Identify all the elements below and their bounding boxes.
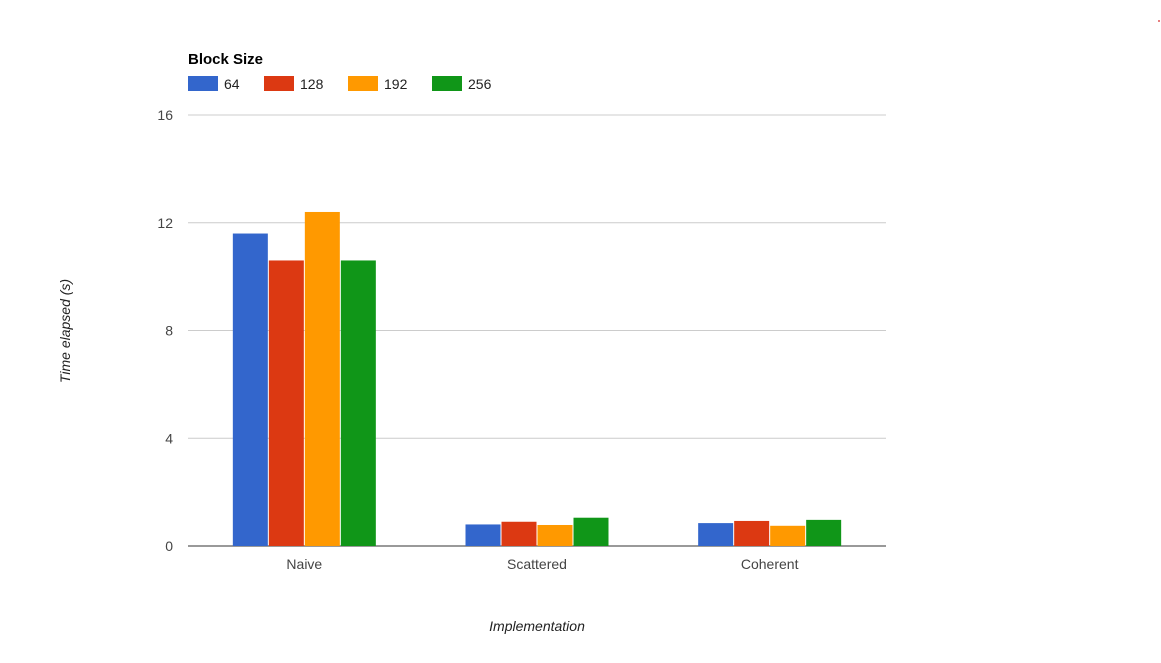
bars: [232, 211, 842, 546]
legend-items: 64 128 192 256: [188, 76, 492, 92]
x-tick-label: Coherent: [741, 556, 799, 572]
legend-label: 192: [384, 76, 408, 92]
legend-swatch: [432, 76, 462, 91]
bar-coherent-128: [734, 520, 770, 546]
x-tick-label: Naive: [286, 556, 322, 572]
bar-scattered-256: [573, 517, 609, 546]
gridlines: [188, 114, 886, 547]
y-tick-label: 16: [157, 107, 173, 123]
y-tick-label: 0: [165, 538, 173, 554]
y-tick-label: 12: [157, 215, 173, 231]
legend-label: 128: [300, 76, 324, 92]
bar-scattered-192: [537, 524, 573, 546]
legend-item-128[interactable]: 128: [264, 76, 324, 92]
tick-labels: 0 4 8 12 16 Naive Scattered Coherent: [157, 107, 798, 572]
legend-title: Block Size: [188, 51, 263, 68]
y-axis-title: Time elapsed (s): [57, 279, 73, 383]
bar-scattered-64: [465, 524, 501, 546]
x-tick-label: Scattered: [507, 556, 567, 572]
bar-naive-128: [268, 260, 304, 546]
legend-swatch: [348, 76, 378, 91]
legend-label: 256: [468, 76, 492, 92]
bar-naive-192: [304, 211, 340, 546]
legend-swatch: [264, 76, 294, 91]
bar-coherent-256: [806, 519, 842, 546]
y-tick-label: 8: [165, 323, 173, 339]
bar-naive-256: [340, 260, 376, 546]
bar-coherent-192: [770, 525, 806, 546]
bar-coherent-64: [698, 523, 734, 546]
legend-swatch: [188, 76, 218, 91]
y-tick-label: 4: [165, 430, 173, 446]
legend-item-64[interactable]: 64: [188, 76, 240, 92]
x-axis-title: Implementation: [489, 618, 585, 634]
legend-item-256[interactable]: 256: [432, 76, 492, 92]
bar-naive-64: [232, 233, 268, 546]
legend-item-192[interactable]: 192: [348, 76, 408, 92]
legend: Block Size 64 128 192 256: [188, 51, 492, 92]
legend-label: 64: [224, 76, 240, 92]
bar-scattered-128: [501, 521, 537, 546]
